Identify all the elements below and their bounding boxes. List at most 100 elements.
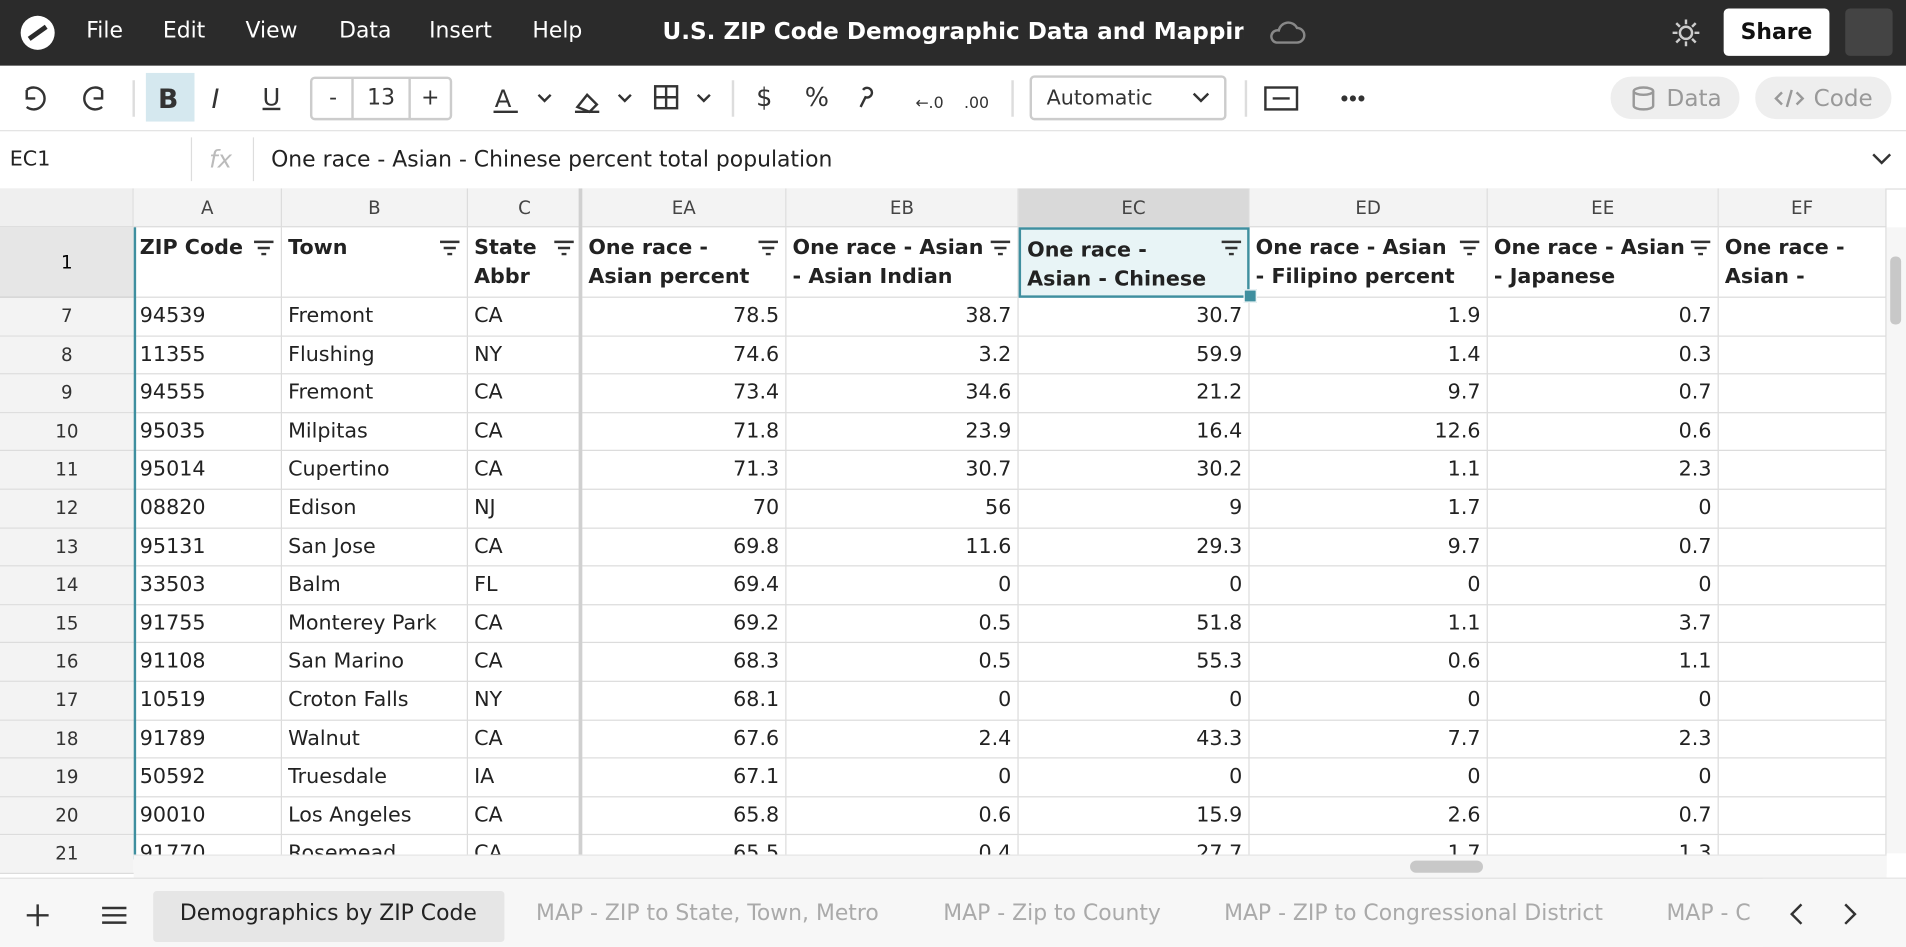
cell[interactable]: 08820	[133, 489, 283, 529]
cell[interactable]: 12.6	[1249, 413, 1488, 452]
header-cell[interactable]: One race - Asian - Japanese	[1487, 227, 1719, 298]
cell[interactable]: Fremont	[282, 374, 468, 414]
cell[interactable]: 0.5	[786, 643, 1019, 682]
currency-format[interactable]: $	[756, 82, 773, 112]
decrease-size[interactable]: -	[329, 85, 338, 111]
cell[interactable]: 0	[1018, 566, 1250, 606]
cell[interactable]: 74.6	[582, 336, 787, 375]
row-number[interactable]: 19	[0, 758, 134, 798]
cell[interactable]: 69.2	[582, 605, 787, 644]
cell[interactable]: Fremont	[282, 297, 468, 337]
row-number[interactable]: 20	[0, 797, 134, 836]
cell[interactable]	[1718, 566, 1887, 606]
vertical-scrollbar[interactable]	[1886, 227, 1906, 854]
cell[interactable]: CA	[467, 643, 583, 682]
row-number[interactable]: 10	[0, 413, 134, 452]
expand-icon[interactable]	[1870, 151, 1894, 168]
menu-item[interactable]: Data	[339, 18, 392, 44]
cell[interactable]: 33503	[133, 566, 283, 606]
cell[interactable]: 71.3	[582, 451, 787, 490]
cell[interactable]: Cupertino	[282, 451, 468, 490]
menu-item[interactable]: Help	[532, 18, 583, 44]
scroll-thumb[interactable]	[1410, 860, 1483, 873]
cell[interactable]: 21.2	[1018, 374, 1250, 414]
header-cell[interactable]: One race - Asian - Korean perce	[1718, 227, 1887, 298]
sheet-tab[interactable]: MAP - Zip to County	[943, 900, 1161, 927]
cell[interactable]: CA	[467, 528, 583, 567]
cell[interactable]: Flushing	[282, 336, 468, 375]
cell[interactable]: 2.3	[1487, 720, 1719, 759]
cell[interactable]: 11.6	[786, 528, 1019, 567]
cell[interactable]: CA	[467, 413, 583, 452]
cell[interactable]: 34.6	[786, 374, 1019, 414]
cell[interactable]: 9	[1018, 489, 1250, 529]
filter-icon[interactable]	[1220, 239, 1242, 256]
cell[interactable]: 38.7	[786, 297, 1019, 337]
cell[interactable]	[1718, 681, 1887, 721]
row-number[interactable]: 9	[0, 374, 134, 414]
font-size[interactable]: 13	[367, 85, 395, 111]
cell[interactable]: 0	[1249, 566, 1488, 606]
cell[interactable]: CA	[467, 374, 583, 414]
cell[interactable]: 0	[1018, 681, 1250, 721]
cell[interactable]: 95035	[133, 413, 283, 452]
share-button[interactable]: Share	[1723, 8, 1830, 56]
cell[interactable]: 11355	[133, 336, 283, 375]
cell[interactable]: San Marino	[282, 643, 468, 682]
cell[interactable]: 71.8	[582, 413, 787, 452]
cell[interactable]: 1.7	[1249, 489, 1488, 529]
filter-icon[interactable]	[757, 239, 779, 256]
cell[interactable]: Walnut	[282, 720, 468, 759]
cell[interactable]: 1.1	[1249, 451, 1488, 490]
column-letter[interactable]: EB	[786, 188, 1019, 228]
cell[interactable]: 68.3	[582, 643, 787, 682]
row-number[interactable]: 17	[0, 681, 134, 721]
cell[interactable]: Edison	[282, 489, 468, 529]
cell[interactable]: 68.1	[582, 681, 787, 721]
row-number[interactable]: 12	[0, 489, 134, 529]
cell[interactable]: 10519	[133, 681, 283, 721]
increase-size[interactable]: +	[421, 85, 440, 111]
row-number[interactable]: 13	[0, 528, 134, 567]
column-letter[interactable]: A	[133, 188, 283, 228]
cell[interactable]: Monterey Park	[282, 605, 468, 644]
number-format[interactable]: Automatic	[1046, 86, 1153, 111]
cell[interactable]: 73.4	[582, 374, 787, 414]
cell[interactable]: 0.7	[1487, 297, 1719, 337]
header-cell[interactable]: One race - Asian - Asian Indian	[786, 227, 1019, 298]
header-cell[interactable]: One race - Asian - Filipino percent	[1249, 227, 1488, 298]
cell[interactable]: 95014	[133, 451, 283, 490]
row-number[interactable]: 18	[0, 720, 134, 759]
sheet-tab[interactable]: MAP - ZIP to State, Town, Metro	[536, 900, 879, 927]
theme-icon[interactable]	[1670, 17, 1702, 49]
cell[interactable]: Truesdale	[282, 758, 468, 798]
cell[interactable]: 1.9	[1249, 297, 1488, 337]
cell-reference[interactable]: EC1	[9, 147, 51, 172]
cell[interactable]: CA	[467, 797, 583, 836]
header-cell[interactable]: State Abbr	[467, 227, 583, 298]
column-letter[interactable]: ED	[1249, 188, 1488, 228]
cell[interactable]: 69.8	[582, 528, 787, 567]
cell[interactable]: 2.3	[1487, 451, 1719, 490]
cell[interactable]: 0	[1249, 681, 1488, 721]
cell[interactable]	[1718, 489, 1887, 529]
filter-icon[interactable]	[989, 239, 1011, 256]
cell[interactable]: 16.4	[1018, 413, 1250, 452]
row-number[interactable]: 14	[0, 566, 134, 606]
header-cell[interactable]: Town	[282, 227, 468, 298]
cell[interactable]: CA	[467, 720, 583, 759]
cell[interactable]: 1.1	[1249, 605, 1488, 644]
row-number[interactable]: 8	[0, 336, 134, 375]
cell[interactable]: 1.4	[1249, 336, 1488, 375]
cell[interactable]: 65.8	[582, 797, 787, 836]
filter-icon[interactable]	[1690, 239, 1712, 256]
cell[interactable]: FL	[467, 566, 583, 606]
cell[interactable]: 94539	[133, 297, 283, 337]
cell[interactable]: 91108	[133, 643, 283, 682]
cell[interactable]: 0.7	[1487, 528, 1719, 567]
menu-item[interactable]: File	[86, 18, 123, 44]
row-number[interactable]: 1	[0, 227, 134, 298]
cell[interactable]: 50592	[133, 758, 283, 798]
cell[interactable]: 0	[1249, 758, 1488, 798]
tab-arrows[interactable]	[1784, 901, 1857, 928]
